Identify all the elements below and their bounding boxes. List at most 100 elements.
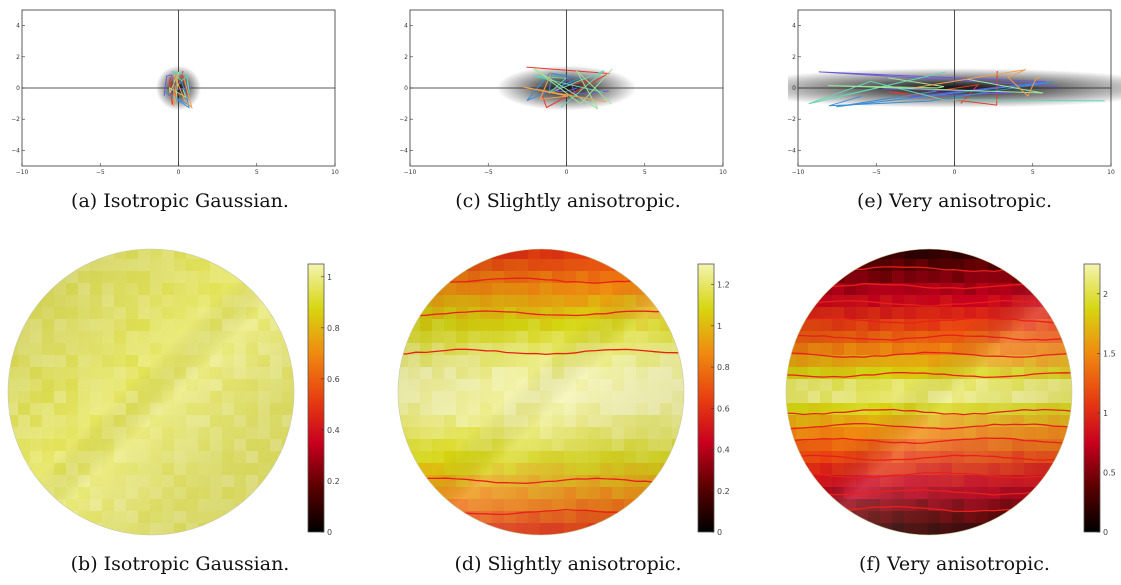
- surface-cell: [796, 535, 809, 537]
- x-tick-label: 5: [1031, 169, 1035, 176]
- surface-cell: [1048, 475, 1061, 488]
- surface-cell: [636, 499, 649, 512]
- surface-cell: [1024, 523, 1037, 535]
- surface-cell: [672, 249, 684, 260]
- surface-cell: [8, 295, 19, 308]
- surface-cell: [1060, 271, 1072, 284]
- surface-cell: [282, 523, 294, 535]
- surface-cell: [126, 535, 139, 537]
- surface-cell: [480, 249, 493, 260]
- surface-cell: [468, 523, 481, 535]
- surface-cell: [18, 511, 31, 524]
- surface-cell: [660, 271, 673, 284]
- plot-e-canvas: −10 −5 0 5 10 4 2 0 −2 −4: [788, 9, 1121, 176]
- surface-cell: [1072, 271, 1074, 284]
- surface-cell: [1072, 283, 1074, 296]
- y-tick-label: 4: [404, 23, 408, 30]
- surface-cell: [624, 511, 637, 524]
- surface-cell: [294, 367, 296, 380]
- surface-cell: [456, 523, 469, 535]
- surface-cell: [1072, 475, 1074, 488]
- surface-cell: [1024, 249, 1037, 260]
- surface-cell: [808, 249, 821, 260]
- surface-cell: [420, 523, 433, 535]
- surface-cell: [42, 535, 55, 537]
- contour-line: [398, 477, 684, 484]
- surface-cell: [786, 463, 797, 476]
- surface-cell: [786, 499, 797, 512]
- surface-cell: [270, 259, 283, 272]
- surface-cell: [1012, 523, 1025, 535]
- surface-cell: [1072, 523, 1074, 536]
- surface-cell: [18, 271, 31, 284]
- colorbar-tick-label: 0.2: [717, 487, 730, 496]
- surface-cell: [1012, 535, 1025, 537]
- surface-cell: [8, 249, 19, 260]
- surface-cell: [18, 487, 31, 500]
- surface-cell: [1036, 283, 1049, 296]
- surface-cell: [1024, 535, 1037, 537]
- surface-cell: [1072, 487, 1074, 500]
- contour-line: [786, 437, 1072, 444]
- surface-cell: [18, 535, 31, 537]
- surface-cell: [294, 307, 296, 320]
- surface-cell: [1048, 487, 1061, 500]
- surface-cell: [684, 415, 686, 428]
- sphere-outline: [785, 248, 1073, 536]
- colorbar-d: 1.2 1 0.8 0.6 0.4 0.2 0: [696, 260, 736, 544]
- surface-cell: [8, 487, 19, 500]
- surface-cell: [234, 511, 247, 524]
- surface-cell: [294, 403, 296, 416]
- surface-cell: [684, 499, 686, 512]
- sample-path: [808, 71, 1105, 105]
- surface-cell: [684, 391, 686, 404]
- surface-cell: [648, 259, 661, 272]
- x-tick-label: 0: [565, 169, 569, 176]
- surface-cell: [1000, 249, 1013, 260]
- surface-cell: [258, 487, 271, 500]
- colorbar-tick-label: 1.5: [1103, 349, 1116, 358]
- surface-cell: [408, 511, 421, 524]
- surface-cell: [808, 259, 821, 272]
- surface-cell: [18, 523, 31, 535]
- surface-cell: [684, 451, 686, 464]
- surface-cell: [408, 259, 421, 272]
- surface-cell: [8, 475, 19, 488]
- plot-c: −10 −5 0 5 10 4 2 0 −2 −4: [400, 6, 736, 178]
- surface-cell: [42, 511, 55, 524]
- surface-cell: [246, 249, 259, 260]
- surface-cell: [684, 247, 686, 260]
- surface-cell: [294, 511, 296, 524]
- sphere-outline: [397, 248, 685, 536]
- surface-cell: [294, 487, 296, 500]
- sphere-f: [784, 247, 1074, 537]
- colorbar-tick-label: 1: [717, 322, 722, 331]
- surface-cell: [636, 535, 649, 537]
- surface-cell: [1036, 259, 1049, 272]
- surface-cell: [198, 535, 211, 537]
- sphere-surface: [8, 249, 296, 537]
- surface-cell: [796, 475, 809, 488]
- surface-cell: [988, 523, 1001, 535]
- surface-cell: [270, 523, 283, 535]
- sample-path: [913, 69, 1041, 97]
- surface-cell: [672, 523, 684, 535]
- surface-cell: [90, 249, 103, 260]
- surface-cell: [102, 535, 115, 537]
- surface-cell: [78, 523, 91, 535]
- surface-cell: [408, 271, 421, 284]
- surface-cell: [1048, 295, 1061, 308]
- surface-cell: [684, 475, 686, 488]
- surface-cell: [246, 523, 259, 535]
- surface-cell: [78, 249, 91, 260]
- surface-cell: [444, 511, 457, 524]
- surface-cell: [1060, 463, 1072, 476]
- caption-c: (c) Slightly anisotropic.: [455, 190, 681, 212]
- surface-cell: [808, 499, 821, 512]
- surface-cell: [672, 307, 684, 320]
- sample-path: [521, 71, 607, 103]
- surface-cell: [258, 523, 271, 535]
- surface-cell: [684, 271, 686, 284]
- surface-cell: [398, 283, 409, 296]
- surface-cell: [294, 271, 296, 284]
